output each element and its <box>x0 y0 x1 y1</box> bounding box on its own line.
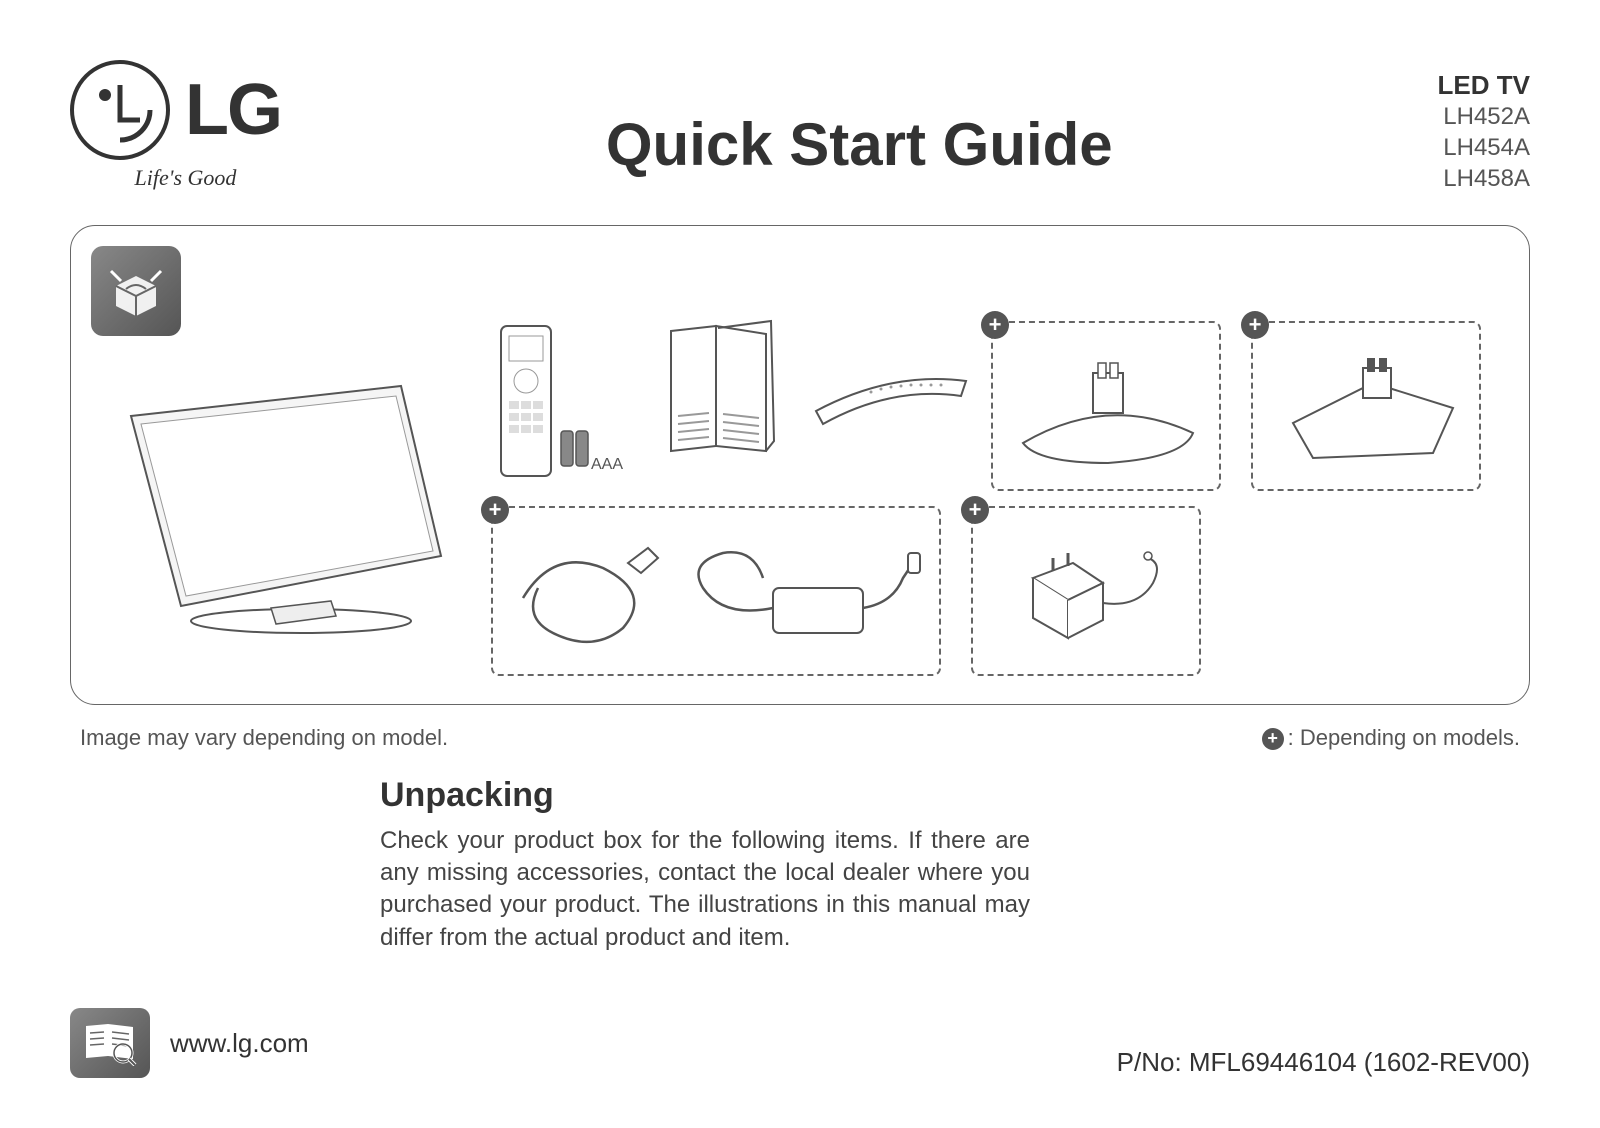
product-info: LED TV LH452A LH454A LH458A <box>1438 60 1530 195</box>
header: LG Life's Good Quick Start Guide LED TV … <box>70 60 1530 195</box>
footer: www.lg.com P/No: MFL69446104 (1602-REV00… <box>70 1008 1530 1078</box>
plus-inline-icon: + <box>1262 728 1284 750</box>
part-number: P/No: MFL69446104 (1602-REV00) <box>1117 1047 1530 1078</box>
battery-label: AAA <box>591 456 623 474</box>
url-block: www.lg.com <box>70 1008 309 1078</box>
unpack-box-icon <box>91 246 181 336</box>
lg-face-logo-icon <box>70 60 170 160</box>
wall-adapter-item: + <box>971 506 1201 676</box>
section-body: Check your product box for the following… <box>380 825 1030 955</box>
plus-badge-icon: + <box>981 311 1009 339</box>
stand-neck-item <box>811 356 971 436</box>
page-title: Quick Start Guide <box>281 60 1438 179</box>
url: www.lg.com <box>170 1028 309 1059</box>
tagline: Life's Good <box>135 165 237 191</box>
plus-badge-icon: + <box>1241 311 1269 339</box>
footnote-right: +: Depending on models. <box>1262 725 1520 751</box>
tv-illustration-icon <box>121 376 451 636</box>
model-2: LH458A <box>1438 163 1530 194</box>
plus-badge-icon: + <box>481 496 509 524</box>
stand-base-flat-item: + <box>1251 321 1481 491</box>
remote-item: AAA <box>491 321 631 491</box>
product-type: LED TV <box>1438 70 1530 101</box>
contents-panel: AAA + <box>70 225 1530 705</box>
stand-base-curved-item: + <box>991 321 1221 491</box>
model-1: LH454A <box>1438 132 1530 163</box>
section-title: Unpacking <box>380 776 1030 815</box>
manual-item <box>656 316 786 466</box>
plus-badge-icon: + <box>961 496 989 524</box>
brand-text: LG <box>185 69 281 151</box>
logo-row: LG <box>70 60 281 160</box>
power-cable-adapter-item: + <box>491 506 941 676</box>
model-0: LH452A <box>1438 101 1530 132</box>
footnotes: Image may vary depending on model. +: De… <box>70 725 1530 751</box>
unpacking-section: Unpacking Check your product box for the… <box>380 776 1030 955</box>
logo-block: LG Life's Good <box>70 60 281 191</box>
footnote-left: Image may vary depending on model. <box>80 725 448 751</box>
manual-lookup-icon <box>70 1008 150 1078</box>
